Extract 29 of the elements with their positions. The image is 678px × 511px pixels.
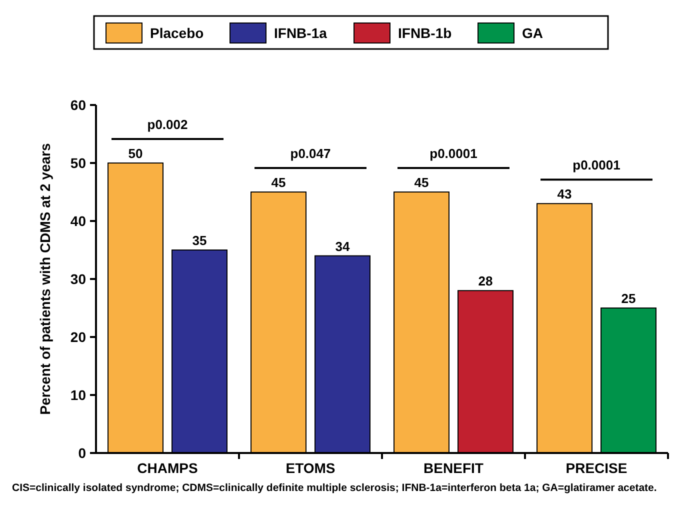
annotation: p0.047 bbox=[290, 146, 331, 161]
data-label: 35 bbox=[192, 233, 207, 248]
y-tick-label: 40 bbox=[70, 213, 86, 229]
data-label: 25 bbox=[621, 291, 636, 306]
annotation: p0.0001 bbox=[430, 146, 478, 161]
legend-label: IFNB-1a bbox=[274, 25, 328, 41]
y-tick-label: 30 bbox=[70, 271, 86, 287]
annotation: p0.002 bbox=[147, 117, 188, 132]
legend-label: Placebo bbox=[150, 25, 204, 41]
data-label: 50 bbox=[128, 146, 143, 161]
legend-label: GA bbox=[522, 25, 543, 41]
y-tick-label: 50 bbox=[70, 155, 86, 171]
y-tick-label: 0 bbox=[78, 445, 86, 461]
x-tick-label: CHAMPS bbox=[137, 460, 198, 476]
x-tick-label: ETOMS bbox=[286, 460, 336, 476]
data-label: 43 bbox=[557, 186, 572, 202]
data-label: 45 bbox=[271, 175, 286, 190]
data-label: 34 bbox=[335, 238, 350, 254]
y-axis-title: Percent of patients with CDMS at 2 years bbox=[37, 143, 53, 415]
y-tick-label: 10 bbox=[70, 387, 86, 403]
text: CIS=clinically isolated syndrome; CDMS=clinically definite multiple sclerosis; IFNB-1a=interferon beta 1a; GA=glatiramer acetate. bbox=[11, 481, 658, 495]
legend-label: IFNB-1b bbox=[398, 25, 452, 41]
x-tick-label: BENEFIT bbox=[424, 460, 484, 476]
y-tick-label: 20 bbox=[70, 329, 86, 345]
x-tick-label: PRECISE bbox=[566, 460, 628, 476]
data-label: 28 bbox=[478, 274, 493, 289]
y-tick-label: 60 bbox=[70, 97, 86, 113]
annotation: p0.0001 bbox=[572, 158, 620, 173]
data-label: 45 bbox=[414, 175, 429, 190]
